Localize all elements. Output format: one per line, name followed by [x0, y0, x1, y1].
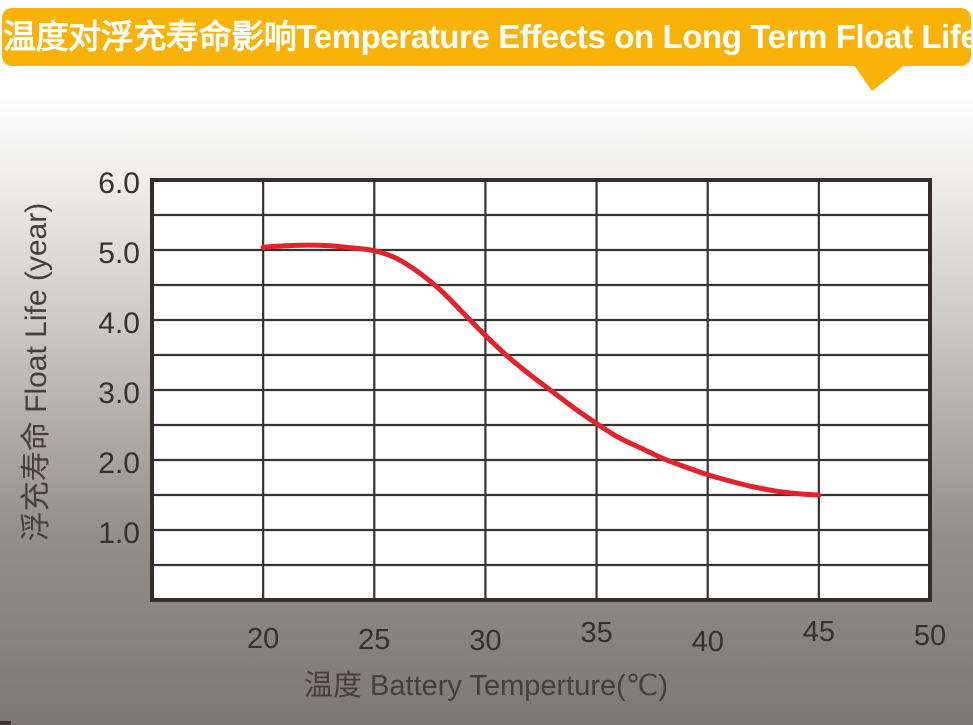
x-tick-label: 25 — [358, 624, 390, 656]
x-tick-label: 40 — [692, 626, 724, 658]
x-tick-label: 30 — [469, 625, 501, 657]
y-tick-label: 6.0 — [98, 167, 140, 200]
plot-border — [150, 178, 932, 602]
corner-artifact — [0, 721, 11, 725]
y-tick-label: 1.0 — [98, 517, 140, 550]
x-tick-label: 20 — [247, 623, 279, 655]
y-tick-label: 4.0 — [98, 307, 140, 340]
x-axis-title: 温度 Battery Temperture(℃) — [304, 669, 668, 702]
y-tick-label: 3.0 — [98, 377, 140, 410]
x-tick-label: 35 — [580, 617, 612, 649]
y-axis-title: 浮充寿命 Float Life (year) — [20, 203, 53, 541]
page-title: 温度对浮充寿命影响Temperature Effects on Long Ter… — [3, 18, 971, 55]
float-life-vs-temperature-curve — [260, 242, 822, 498]
y-tick-label: 5.0 — [98, 237, 140, 270]
x-tick-label: 45 — [803, 616, 835, 648]
y-tick-label: 2.0 — [98, 447, 140, 480]
title-banner: 温度对浮充寿命影响Temperature Effects on Long Ter… — [2, 8, 971, 66]
x-tick-label: 50 — [914, 620, 946, 652]
